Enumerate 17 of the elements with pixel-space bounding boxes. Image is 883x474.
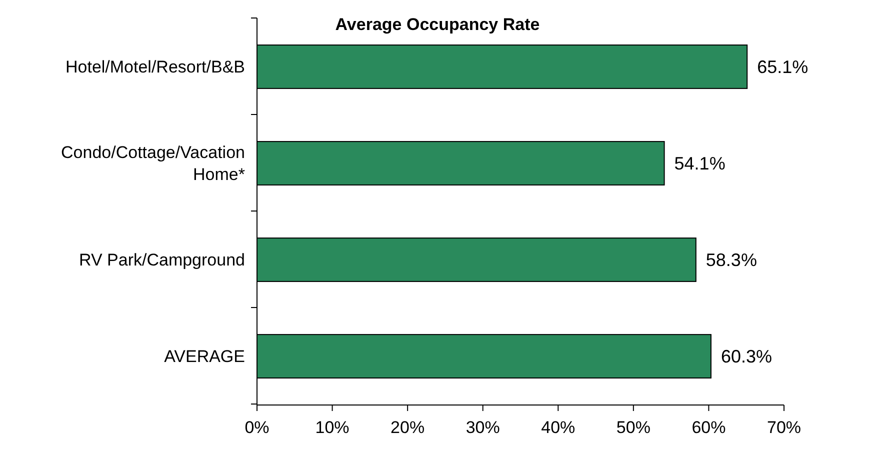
x-tick-label: 40%: [541, 418, 576, 437]
y-tick-label: Hotel/Motel/Resort/B&B: [65, 58, 245, 77]
data-label: 58.3%: [706, 250, 757, 270]
x-tick-label: 20%: [390, 418, 425, 437]
chart-title: Average Occupancy Rate: [335, 15, 540, 34]
y-tick-label: RV Park/Campground: [79, 250, 245, 270]
x-tick-label: 60%: [692, 418, 726, 437]
x-tick-label: 30%: [466, 418, 500, 437]
data-label: 54.1%: [674, 154, 726, 174]
x-tick-label: 10%: [315, 418, 350, 437]
y-tick-label: AVERAGE: [164, 347, 245, 366]
x-tick-label: 50%: [616, 418, 650, 437]
data-label: 60.3%: [720, 346, 772, 367]
x-tick-label: 70%: [766, 418, 802, 437]
y-tick-label: Condo/Cottage/Vacation Home*: [61, 143, 246, 184]
data-label: 65.1%: [757, 57, 808, 78]
x-tick-label: 0%: [244, 418, 270, 437]
